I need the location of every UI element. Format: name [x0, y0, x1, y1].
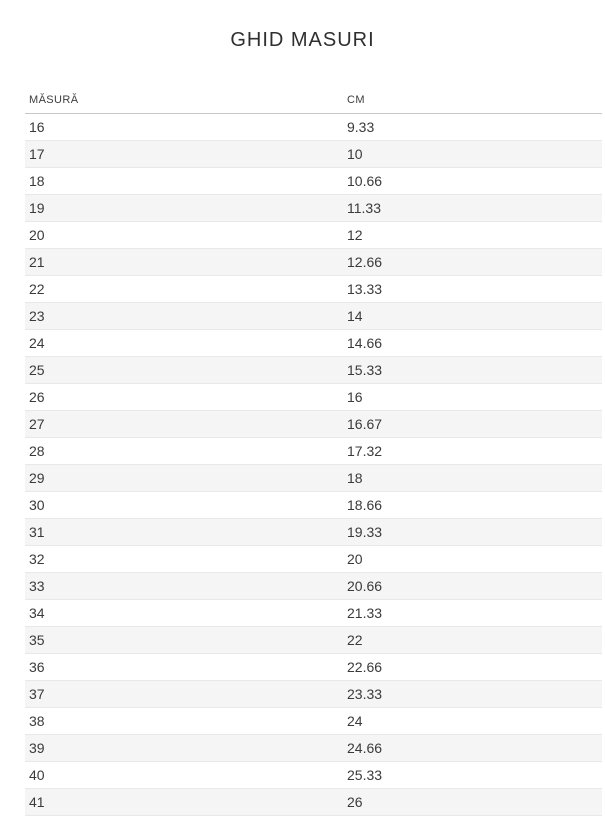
size-cell: 35: [25, 626, 343, 654]
cm-cell: 12.66: [343, 248, 602, 276]
size-cell: 22: [25, 275, 343, 303]
table-row: 32 20: [25, 545, 602, 573]
table-row: 24 14.66: [25, 329, 602, 357]
cm-cell: 22.66: [343, 653, 602, 681]
table-row: 34 21.33: [25, 599, 602, 627]
cm-cell: 16.67: [343, 410, 602, 438]
cm-cell: 15.33: [343, 356, 602, 384]
table-row: 39 24.66: [25, 734, 602, 762]
column-header-size: MĂSURĂ: [25, 90, 343, 114]
cm-cell: 10.66: [343, 167, 602, 195]
table-row: 18 10.66: [25, 167, 602, 195]
cm-cell: 9.33: [343, 113, 602, 141]
cm-cell: 23.33: [343, 680, 602, 708]
cm-cell: 24.66: [343, 734, 602, 762]
cm-cell: 13.33: [343, 275, 602, 303]
cm-cell: 11.33: [343, 194, 602, 222]
table-row: 29 18: [25, 464, 602, 492]
size-cell: 27: [25, 410, 343, 438]
cm-cell: 22: [343, 626, 602, 654]
size-cell: 19: [25, 194, 343, 222]
table-row: 37 23.33: [25, 680, 602, 708]
table-row: 16 9.33: [25, 113, 602, 141]
size-table: MĂSURĂ CM 16 9.33 17 10 18 10.66 19 11.3…: [25, 90, 602, 816]
page-title: GHID MASURI: [230, 29, 375, 51]
size-cell: 30: [25, 491, 343, 519]
size-cell: 33: [25, 572, 343, 600]
table-row: 28 17.32: [25, 437, 602, 465]
size-cell: 26: [25, 383, 343, 411]
table-row: 19 11.33: [25, 194, 602, 222]
cm-cell: 14: [343, 302, 602, 330]
table-row: 17 10: [25, 140, 602, 168]
table-row: 38 24: [25, 707, 602, 735]
table-row: 23 14: [25, 302, 602, 330]
size-cell: 34: [25, 599, 343, 627]
size-cell: 17: [25, 140, 343, 168]
table-row: 40 25.33: [25, 761, 602, 789]
size-cell: 37: [25, 680, 343, 708]
cm-cell: 26: [343, 788, 602, 816]
size-cell: 21: [25, 248, 343, 276]
cm-cell: 20: [343, 545, 602, 573]
cm-cell: 14.66: [343, 329, 602, 357]
size-cell: 16: [25, 113, 343, 141]
cm-cell: 16: [343, 383, 602, 411]
cm-cell: 25.33: [343, 761, 602, 789]
size-cell: 28: [25, 437, 343, 465]
cm-cell: 18: [343, 464, 602, 492]
size-cell: 20: [25, 221, 343, 249]
cm-cell: 12: [343, 221, 602, 249]
size-cell: 24: [25, 329, 343, 357]
table-row: 25 15.33: [25, 356, 602, 384]
size-cell: 32: [25, 545, 343, 573]
table-row: 20 12: [25, 221, 602, 249]
size-cell: 36: [25, 653, 343, 681]
table-row: 26 16: [25, 383, 602, 411]
cm-cell: 20.66: [343, 572, 602, 600]
table-row: 41 26: [25, 788, 602, 816]
cm-cell: 10: [343, 140, 602, 168]
column-header-cm: CM: [343, 90, 602, 114]
table-row: 35 22: [25, 626, 602, 654]
header-row: MĂSURĂ CM: [25, 90, 602, 114]
size-cell: 40: [25, 761, 343, 789]
table-row: 33 20.66: [25, 572, 602, 600]
table-row: 22 13.33: [25, 275, 602, 303]
size-table-header: MĂSURĂ CM: [25, 90, 602, 114]
table-row: 21 12.66: [25, 248, 602, 276]
size-cell: 38: [25, 707, 343, 735]
table-row: 31 19.33: [25, 518, 602, 546]
table-row: 36 22.66: [25, 653, 602, 681]
size-cell: 39: [25, 734, 343, 762]
size-table-wrapper: MĂSURĂ CM 16 9.33 17 10 18 10.66 19 11.3…: [25, 90, 602, 816]
cm-cell: 19.33: [343, 518, 602, 546]
size-cell: 18: [25, 167, 343, 195]
size-cell: 25: [25, 356, 343, 384]
table-row: 30 18.66: [25, 491, 602, 519]
table-row: 27 16.67: [25, 410, 602, 438]
cm-cell: 21.33: [343, 599, 602, 627]
cm-cell: 17.32: [343, 437, 602, 465]
size-table-body: 16 9.33 17 10 18 10.66 19 11.33 20 12 21…: [25, 113, 602, 816]
size-cell: 29: [25, 464, 343, 492]
cm-cell: 18.66: [343, 491, 602, 519]
size-cell: 31: [25, 518, 343, 546]
cm-cell: 24: [343, 707, 602, 735]
size-cell: 41: [25, 788, 343, 816]
size-cell: 23: [25, 302, 343, 330]
